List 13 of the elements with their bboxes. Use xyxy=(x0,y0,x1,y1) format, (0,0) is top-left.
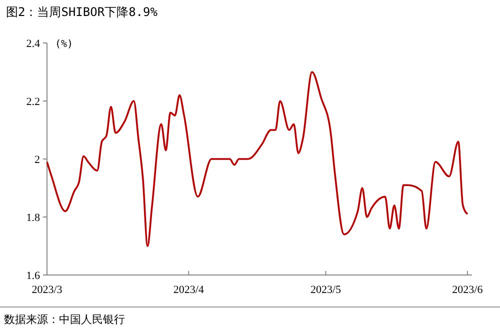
y-tick-label: 1.6 xyxy=(26,270,40,282)
y-tick-label: 1.8 xyxy=(26,212,40,224)
y-axis-title: (%) xyxy=(55,39,74,50)
x-tick-label: 2023/5 xyxy=(310,284,342,296)
x-tick-label: 2023/4 xyxy=(173,284,204,296)
chart-title: 图2：当周SHIBOR下降8.9% xyxy=(6,5,158,19)
y-tick-label: 2.2 xyxy=(26,96,40,108)
line-series xyxy=(46,71,468,247)
source-note: 数据来源：中国人民银行 xyxy=(4,313,125,326)
x-tick-label: 2023/3 xyxy=(32,284,63,296)
x-tick-label: 2023/6 xyxy=(452,284,484,296)
y-tick-label: 2.4 xyxy=(26,38,40,50)
y-tick-label: 2 xyxy=(34,154,40,166)
